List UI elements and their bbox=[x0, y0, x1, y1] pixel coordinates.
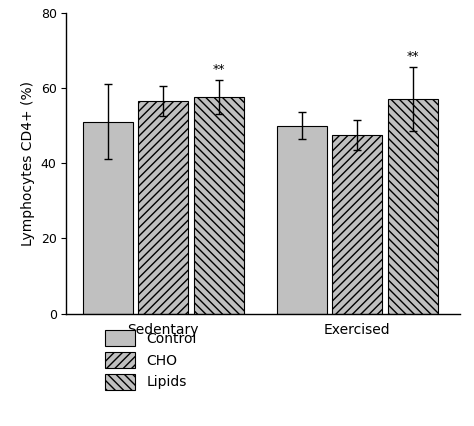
Text: **: ** bbox=[406, 50, 419, 63]
Y-axis label: Lymphocytes CD4+ (%): Lymphocytes CD4+ (%) bbox=[21, 81, 35, 246]
Bar bbox=[138, 101, 188, 314]
Bar bbox=[332, 135, 382, 314]
Legend: Control, CHO, Lipids: Control, CHO, Lipids bbox=[105, 331, 197, 390]
Bar bbox=[277, 126, 327, 314]
Bar bbox=[388, 99, 438, 314]
Bar bbox=[83, 122, 133, 314]
Text: **: ** bbox=[212, 63, 225, 76]
Bar bbox=[194, 98, 244, 314]
